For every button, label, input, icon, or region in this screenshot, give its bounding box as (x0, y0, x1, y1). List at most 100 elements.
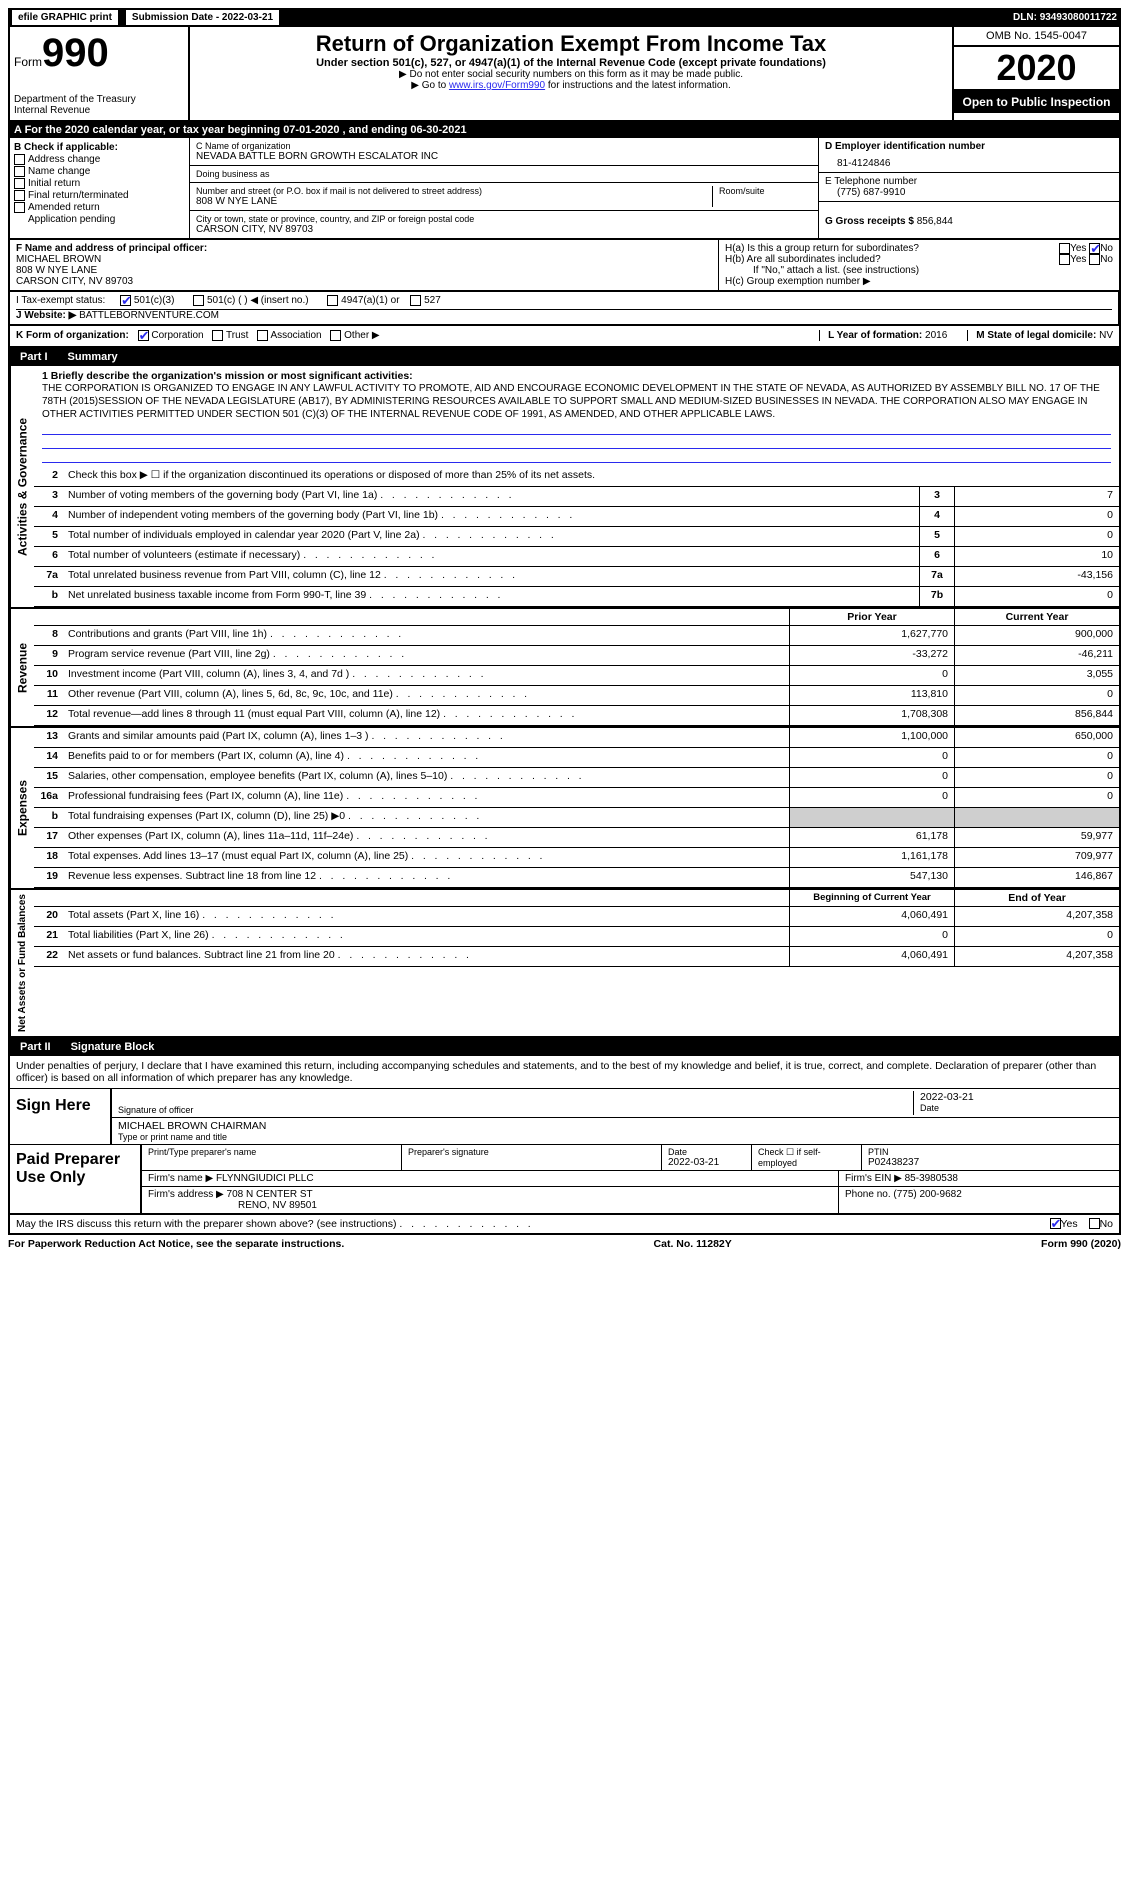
table-row: 16aProfessional fundraising fees (Part I… (34, 788, 1119, 808)
chk-ha-yes[interactable] (1059, 243, 1070, 254)
vert-exp: Expenses (10, 728, 34, 888)
table-row: 15Salaries, other compensation, employee… (34, 768, 1119, 788)
line1-label: 1 Briefly describe the organization's mi… (42, 370, 1111, 382)
m-label: M State of legal domicile: (976, 330, 1099, 341)
sig-intro: Under penalties of perjury, I declare th… (10, 1056, 1119, 1089)
footer: For Paperwork Reduction Act Notice, see … (8, 1235, 1121, 1253)
table-row: 12Total revenue—add lines 8 through 11 (… (34, 706, 1119, 726)
c-city-label: City or town, state or province, country… (196, 214, 812, 224)
chk-discuss-yes[interactable] (1050, 1218, 1061, 1229)
chk-discuss-no[interactable] (1089, 1218, 1100, 1229)
table-row: 17Other expenses (Part IX, column (A), l… (34, 828, 1119, 848)
sign-here: Sign Here (10, 1089, 110, 1144)
table-row: 18Total expenses. Add lines 13–17 (must … (34, 848, 1119, 868)
officer-street: 808 W NYE LANE (16, 265, 712, 276)
d-label: D Employer identification number (825, 141, 1113, 152)
chk-hb-yes[interactable] (1059, 254, 1070, 265)
f-label: F Name and address of principal officer: (16, 243, 712, 254)
c-street-label: Number and street (or P.O. box if mail i… (196, 186, 712, 196)
chk-name-change[interactable] (14, 166, 25, 177)
chk-corp[interactable] (138, 330, 149, 341)
discuss: May the IRS discuss this return with the… (16, 1218, 397, 1230)
irs-link[interactable]: www.irs.gov/Form990 (449, 80, 545, 91)
table-row: 8Contributions and grants (Part VIII, li… (34, 626, 1119, 646)
form-header: Form990 Department of the Treasury Inter… (8, 27, 1121, 122)
form-number: Form990 (14, 31, 184, 76)
table-row: 7aTotal unrelated business revenue from … (34, 567, 1119, 587)
table-row: 10Investment income (Part VIII, column (… (34, 666, 1119, 686)
table-row: 20Total assets (Part X, line 16)4,060,49… (34, 907, 1119, 927)
chk-501c[interactable] (193, 295, 204, 306)
table-row: 4Number of independent voting members of… (34, 507, 1119, 527)
chk-other[interactable] (330, 330, 341, 341)
b-label: B Check if applicable: (14, 142, 185, 153)
officer-name-title: MICHAEL BROWN CHAIRMAN (118, 1120, 1113, 1132)
table-row: 19Revenue less expenses. Subtract line 1… (34, 868, 1119, 888)
table-row: 14Benefits paid to or for members (Part … (34, 748, 1119, 768)
sig-date: 2022-03-21 (920, 1091, 1113, 1103)
chk-527[interactable] (410, 295, 421, 306)
tax-year: 2020 (954, 47, 1119, 91)
table-row: 21Total liabilities (Part X, line 26)00 (34, 927, 1119, 947)
table-row: 11Other revenue (Part VIII, column (A), … (34, 686, 1119, 706)
chk-address-change[interactable] (14, 154, 25, 165)
chk-initial-return[interactable] (14, 178, 25, 189)
chk-final-return[interactable] (14, 190, 25, 201)
vert-ag: Activities & Governance (10, 366, 34, 607)
table-row: 3Number of voting members of the governi… (34, 487, 1119, 507)
vert-net: Net Assets or Fund Balances (10, 890, 34, 1036)
chk-trust[interactable] (212, 330, 223, 341)
year-formed: 2016 (925, 330, 947, 341)
ha-label: H(a) Is this a group return for subordin… (725, 243, 919, 254)
form-title: Return of Organization Exempt From Incom… (194, 31, 948, 57)
line2: Check this box ▶ ☐ if the organization d… (64, 467, 1119, 486)
submission-box: Submission Date - 2022-03-21 (126, 10, 279, 25)
table-row: 22Net assets or fund balances. Subtract … (34, 947, 1119, 967)
table-row: 13Grants and similar amounts paid (Part … (34, 728, 1119, 748)
g-label: G Gross receipts $ (825, 216, 917, 227)
street: 808 W NYE LANE (196, 196, 712, 207)
part1-header: Part I Summary (8, 348, 1121, 366)
table-row: bNet unrelated business taxable income f… (34, 587, 1119, 607)
ein: 81-4124846 (825, 152, 1113, 169)
open-inspection: Open to Public Inspection (954, 91, 1119, 113)
part2-header: Part II Signature Block (8, 1038, 1121, 1056)
paid-prep: Paid Preparer Use Only (10, 1145, 140, 1213)
table-row: 6Total number of volunteers (estimate if… (34, 547, 1119, 567)
hb-label: H(b) Are all subordinates included? (725, 254, 881, 265)
row-fgh: F Name and address of principal officer:… (8, 240, 1121, 292)
city: CARSON CITY, NV 89703 (196, 224, 812, 235)
phone: (775) 687-9910 (825, 187, 1113, 198)
top-bar: efile GRAPHIC print Submission Date - 20… (8, 8, 1121, 27)
c-room-label: Room/suite (719, 186, 812, 196)
table-row: bTotal fundraising expenses (Part IX, co… (34, 808, 1119, 828)
chk-amended[interactable] (14, 202, 25, 213)
c-name-label: C Name of organization (196, 141, 812, 151)
chk-assoc[interactable] (257, 330, 268, 341)
c-dba-label: Doing business as (196, 169, 812, 179)
chk-ha-no[interactable] (1089, 243, 1100, 254)
form-subtitle: Under section 501(c), 527, or 4947(a)(1)… (194, 57, 948, 69)
e-label: E Telephone number (825, 176, 1113, 187)
vert-rev: Revenue (10, 609, 34, 726)
gross-receipts: 856,844 (917, 216, 953, 227)
section-a: B Check if applicable: Address change Na… (8, 138, 1121, 240)
org-name: NEVADA BATTLE BORN GROWTH ESCALATOR INC (196, 151, 812, 162)
k-label: K Form of organization: (16, 331, 129, 342)
chk-hb-no[interactable] (1089, 254, 1100, 265)
date-label: Date (920, 1103, 1113, 1113)
chk-501c3[interactable] (120, 295, 131, 306)
i-label: I Tax-exempt status: (16, 295, 105, 306)
instr-1: ▶ Do not enter social security numbers o… (194, 69, 948, 80)
table-row: 5Total number of individuals employed in… (34, 527, 1119, 547)
hc-label: H(c) Group exemption number ▶ (725, 276, 1113, 287)
section-a-bar: A For the 2020 calendar year, or tax yea… (8, 122, 1121, 138)
mission-text: THE CORPORATION IS ORGANIZED TO ENGAGE I… (42, 382, 1111, 421)
efile-label: efile GRAPHIC print (12, 10, 118, 25)
instr-2: ▶ Go to www.irs.gov/Form990 for instruct… (194, 80, 948, 91)
officer-name: MICHAEL BROWN (16, 254, 712, 265)
website: BATTLEBORNVENTURE.COM (79, 310, 219, 321)
officer-city: CARSON CITY, NV 89703 (16, 276, 712, 287)
chk-4947[interactable] (327, 295, 338, 306)
dln: DLN: 93493080011722 (1013, 12, 1117, 23)
